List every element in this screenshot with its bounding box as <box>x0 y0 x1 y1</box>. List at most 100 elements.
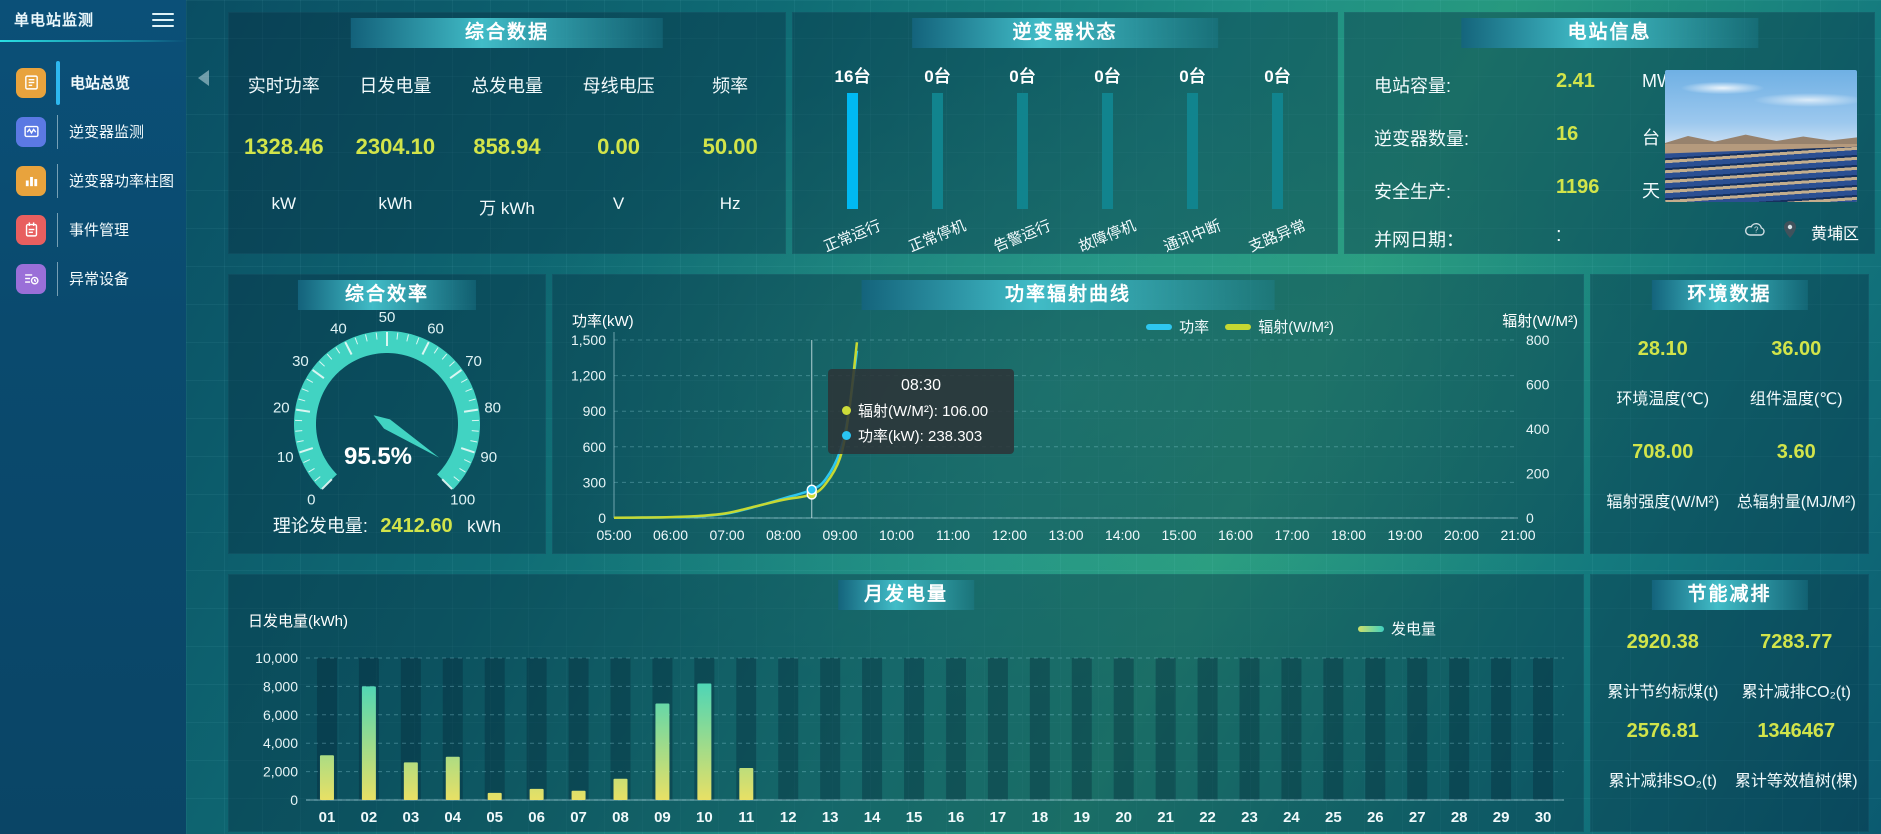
svg-text:20:00: 20:00 <box>1444 527 1479 543</box>
environment-grid: 28.10 环境温度(℃) 36.00 组件温度(℃) 708.00 辐射强度(… <box>1596 322 1863 528</box>
sidebar-menu: 电站总览 逆变器监测 逆变器功率柱图 <box>0 58 186 303</box>
monthly-generation-chart[interactable]: 0 2,000 4,000 6,000 8,000 10,000 01 02 03 04 05 06 0… <box>228 608 1584 832</box>
sidebar-item-event-management[interactable]: 事件管理 <box>0 205 186 254</box>
svg-text:0: 0 <box>598 510 606 526</box>
legend-swatch-generation <box>1357 625 1384 632</box>
svg-text:0: 0 <box>290 792 298 808</box>
savings-panel: 节能减排 2920.38 累计节约标煤(t) 7283.77 累计减排CO₂(t… <box>1590 574 1869 832</box>
svg-text:18: 18 <box>1031 809 1048 826</box>
svg-text:12: 12 <box>780 809 797 826</box>
status-count: 0台 <box>1179 67 1206 86</box>
svg-text:900: 900 <box>583 403 607 419</box>
svg-text:29: 29 <box>1493 809 1510 826</box>
environment-panel: 环境数据 28.10 环境温度(℃) 36.00 组件温度(℃) 708.00 … <box>1590 274 1869 554</box>
svg-text:15:00: 15:00 <box>1161 527 1196 543</box>
theoretical-generation-value: 2412.60 <box>380 515 453 537</box>
theoretical-generation-label: 理论发电量: <box>272 516 368 536</box>
svg-text:16:00: 16:00 <box>1218 527 1253 543</box>
inverter-status-bars: 16台 正常运行 0台 正常停机 0台 告警运行 0台 故障停机 <box>810 56 1320 256</box>
status-bar-fault-stop: 0台 故障停机 <box>1065 56 1150 256</box>
inverter-status-panel: 逆变器状态 16台 正常运行 0台 正常停机 0台 告警运行 <box>792 12 1338 256</box>
svg-text:日发电量(kWh): 日发电量(kWh) <box>248 613 348 630</box>
svg-text:300: 300 <box>583 474 607 490</box>
sidebar-item-indicator <box>57 114 58 149</box>
svg-text:100: 100 <box>450 492 475 509</box>
metric-realtime-power: 实时功率 1328.46 kW <box>228 56 340 244</box>
svg-text:11: 11 <box>738 809 754 826</box>
svg-text:16: 16 <box>948 809 965 826</box>
power-radiation-chart[interactable]: 0 300 600 900 1,200 1,500 0 200 400 600 800 05:00 06… <box>552 310 1584 554</box>
status-label: 支路异常 <box>1246 217 1309 256</box>
svg-text:07: 07 <box>570 809 587 826</box>
svg-text:03: 03 <box>402 809 419 826</box>
svg-text:60: 60 <box>427 321 444 338</box>
metric-unit: Hz <box>719 194 741 213</box>
sidebar-item-indicator <box>57 212 58 247</box>
station-info-panel-title: 电站信息 <box>1460 18 1759 48</box>
svg-text:10: 10 <box>696 809 713 826</box>
summary-metrics: 实时功率 1328.46 kW 日发电量 2304.10 kWh 总发电量 85… <box>228 56 786 244</box>
savings-trees: 1346467 累计等效植树(棵) <box>1734 720 1858 790</box>
weather-cloud-icon[interactable]: ? <box>1743 220 1769 244</box>
status-label: 正常停机 <box>906 217 969 256</box>
info-unit: 天 <box>1642 181 1660 201</box>
sidebar-item-label: 逆变器功率柱图 <box>69 173 175 190</box>
svg-text:08: 08 <box>612 809 629 826</box>
svg-text:8,000: 8,000 <box>263 678 298 694</box>
metric-value: 2304.10 <box>355 134 436 159</box>
efficiency-panel-title: 综合效率 <box>297 280 477 310</box>
status-bar-normal-running: 16台 正常运行 <box>810 56 895 256</box>
status-bar-normal-stop: 0台 正常停机 <box>895 56 980 256</box>
svg-text:06:00: 06:00 <box>653 527 688 543</box>
event-management-icon <box>16 214 46 245</box>
sidebar-item-inverter-power-bars[interactable]: 逆变器功率柱图 <box>0 156 186 205</box>
sidebar-item-inverter-monitor[interactable]: 逆变器监测 <box>0 107 186 156</box>
info-label: 并网日期： <box>1374 230 1464 250</box>
svg-text:400: 400 <box>1526 421 1550 437</box>
svg-text:22: 22 <box>1199 809 1216 826</box>
svg-text:27: 27 <box>1409 809 1426 826</box>
svg-text:70: 70 <box>465 353 482 370</box>
svg-text:01: 01 <box>319 809 336 826</box>
status-count: 16台 <box>834 67 871 86</box>
status-bar-alarm-running: 0台 告警运行 <box>980 56 1065 256</box>
abnormal-device-icon <box>16 263 46 294</box>
hamburger-menu-icon[interactable] <box>152 9 174 27</box>
svg-text:40: 40 <box>330 321 347 338</box>
savings-grid: 2920.38 累计节约标煤(t) 7283.77 累计减排CO₂(t) 257… <box>1596 622 1863 800</box>
sidebar-item-station-overview[interactable]: 电站总览 <box>0 58 186 107</box>
summary-panel: 综合数据 实时功率 1328.46 kW 日发电量 2304.10 kWh 总发… <box>228 12 786 254</box>
svg-text:18:00: 18:00 <box>1331 527 1366 543</box>
info-row-safe-production: 安全生产: 1196 天 <box>1374 176 1660 204</box>
svg-text:14: 14 <box>864 809 881 826</box>
efficiency-panel: 综合效率 0 10 20 30 40 50 60 70 80 90 100 95.5% 理论发电量: … <box>228 274 546 554</box>
status-bar-comm-interrupt: 0台 通讯中断 <box>1150 56 1235 256</box>
efficiency-gauge-chart[interactable]: 0 10 20 30 40 50 60 70 80 90 100 95.5% <box>228 306 546 521</box>
metric-label: 频率 <box>712 76 749 96</box>
svg-text:20: 20 <box>1115 809 1132 826</box>
svg-text:17:00: 17:00 <box>1274 527 1309 543</box>
svg-text:12:00: 12:00 <box>992 527 1027 543</box>
svg-text:1,500: 1,500 <box>571 332 606 348</box>
sidebar-item-indicator <box>57 261 58 296</box>
environment-panel-title: 环境数据 <box>1651 280 1808 310</box>
svg-text:14:00: 14:00 <box>1105 527 1140 543</box>
metric-label: 总发电量 <box>470 76 543 96</box>
svg-text:19:00: 19:00 <box>1387 527 1422 543</box>
legend-item-radiation[interactable]: 辐射(W/M²) <box>1225 316 1334 337</box>
legend-item-power[interactable]: 功率 <box>1146 316 1209 337</box>
legend-item-generation[interactable]: 发电量 <box>1357 618 1436 639</box>
svg-text:15: 15 <box>906 809 923 826</box>
sidebar-collapse-arrow-icon[interactable] <box>198 70 209 86</box>
metric-total-generation: 总发电量 858.94 万 kWh <box>451 56 563 244</box>
status-bar <box>1272 93 1283 209</box>
metric-unit: kW <box>271 194 297 213</box>
power-radiation-panel: 功率辐射曲线 功率 辐射(W/M²) 0 300 600 900 1,200 1,500 0… <box>552 274 1584 554</box>
sidebar-item-abnormal-device[interactable]: 异常设备 <box>0 254 186 303</box>
curve-legend[interactable]: 功率 辐射(W/M²) <box>1146 316 1334 337</box>
info-value: : <box>1556 224 1562 246</box>
monthly-generation-panel: 月发电量 发电量 0 2,000 4,000 6,000 8,000 10,000 01 02… <box>228 574 1584 832</box>
monthly-legend[interactable]: 发电量 <box>1357 618 1436 639</box>
status-label: 告警运行 <box>991 217 1054 256</box>
metric-bus-voltage: 母线电压 0.00 V <box>563 56 675 244</box>
